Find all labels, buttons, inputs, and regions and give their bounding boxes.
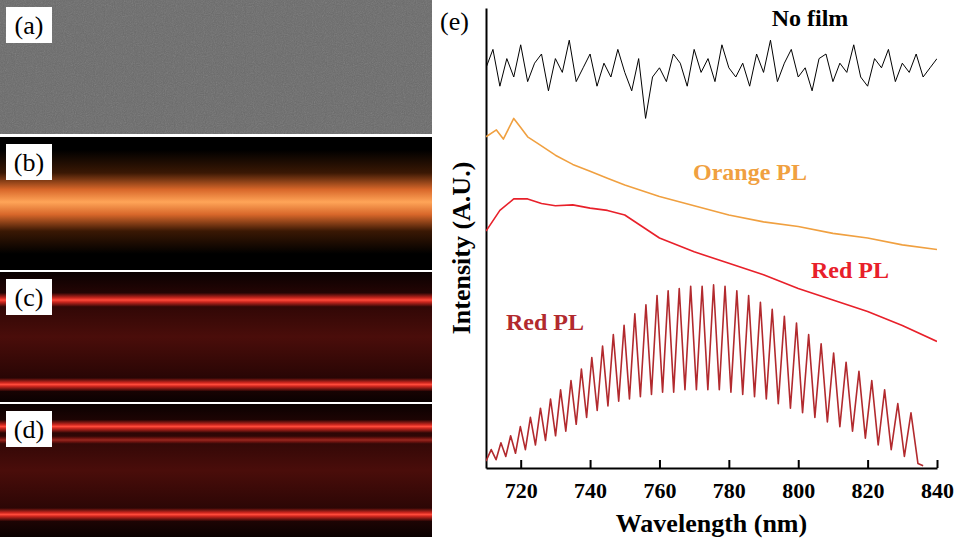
y-axis	[486, 9, 487, 469]
panel-label: (c)	[15, 283, 44, 312]
panel-label-box	[6, 7, 52, 43]
series-label: No film	[772, 5, 849, 31]
series-line	[486, 285, 923, 466]
x-tick-mark	[937, 460, 939, 468]
x-tick-label: 840	[921, 478, 954, 503]
image-d-edge	[0, 508, 432, 521]
panel-label-box	[6, 279, 52, 315]
x-tick: 820	[852, 460, 885, 503]
plot-area	[486, 40, 937, 466]
image-c-edge	[0, 378, 432, 391]
panel-label: (a)	[15, 11, 44, 40]
image-b-band	[0, 150, 432, 254]
panel-label: (d)	[14, 415, 44, 444]
x-axis-line	[487, 468, 938, 470]
x-tick-label: 720	[505, 478, 538, 503]
figure: (a) (b) (c) (d) 720 740 760 780 800 820 840 No film…	[0, 0, 964, 546]
x-tick: 760	[643, 460, 676, 503]
series-label: Orange PL	[693, 159, 807, 185]
x-tick-label: 800	[782, 478, 815, 503]
y-axis-title: Intensity (A.U.)	[447, 162, 476, 335]
x-tick-mark	[659, 460, 661, 468]
series-label: Red PL	[506, 309, 584, 335]
x-tick-mark	[867, 460, 869, 468]
panel-label: (e)	[440, 7, 469, 36]
x-tick-label: 780	[713, 478, 746, 503]
x-tick-mark	[798, 460, 800, 468]
image-b	[0, 137, 432, 270]
series-label: Red PL	[811, 257, 889, 283]
x-tick-mark	[590, 460, 592, 468]
x-tick-mark	[520, 460, 522, 468]
image-a	[0, 0, 432, 134]
x-tick-label: 760	[643, 478, 676, 503]
x-tick-mark	[728, 460, 730, 468]
x-tick-label: 820	[852, 478, 885, 503]
panel-label-box	[6, 144, 52, 180]
x-axis-title: Wavelength (nm)	[616, 509, 807, 538]
x-tick: 800	[782, 460, 815, 503]
image-panels: (a) (b) (c) (d)	[0, 0, 432, 537]
y-axis-line	[486, 9, 488, 469]
series-line	[486, 118, 937, 249]
panel-label: (b)	[14, 148, 44, 177]
panel-label-box	[6, 411, 52, 447]
image-d-edge	[0, 420, 432, 433]
x-tick: 740	[574, 460, 607, 503]
image-a-grain	[0, 0, 432, 134]
x-tick: 840	[921, 460, 954, 503]
image-c	[0, 272, 432, 402]
x-tick: 720	[505, 460, 538, 503]
x-axis: 720 740 760 780 800 820 840	[487, 460, 955, 503]
image-d	[0, 404, 432, 537]
image-d-edge	[0, 436, 432, 444]
series-line	[486, 40, 937, 118]
image-c-edge	[0, 293, 432, 307]
x-tick: 780	[713, 460, 746, 503]
x-tick-label: 740	[574, 478, 607, 503]
